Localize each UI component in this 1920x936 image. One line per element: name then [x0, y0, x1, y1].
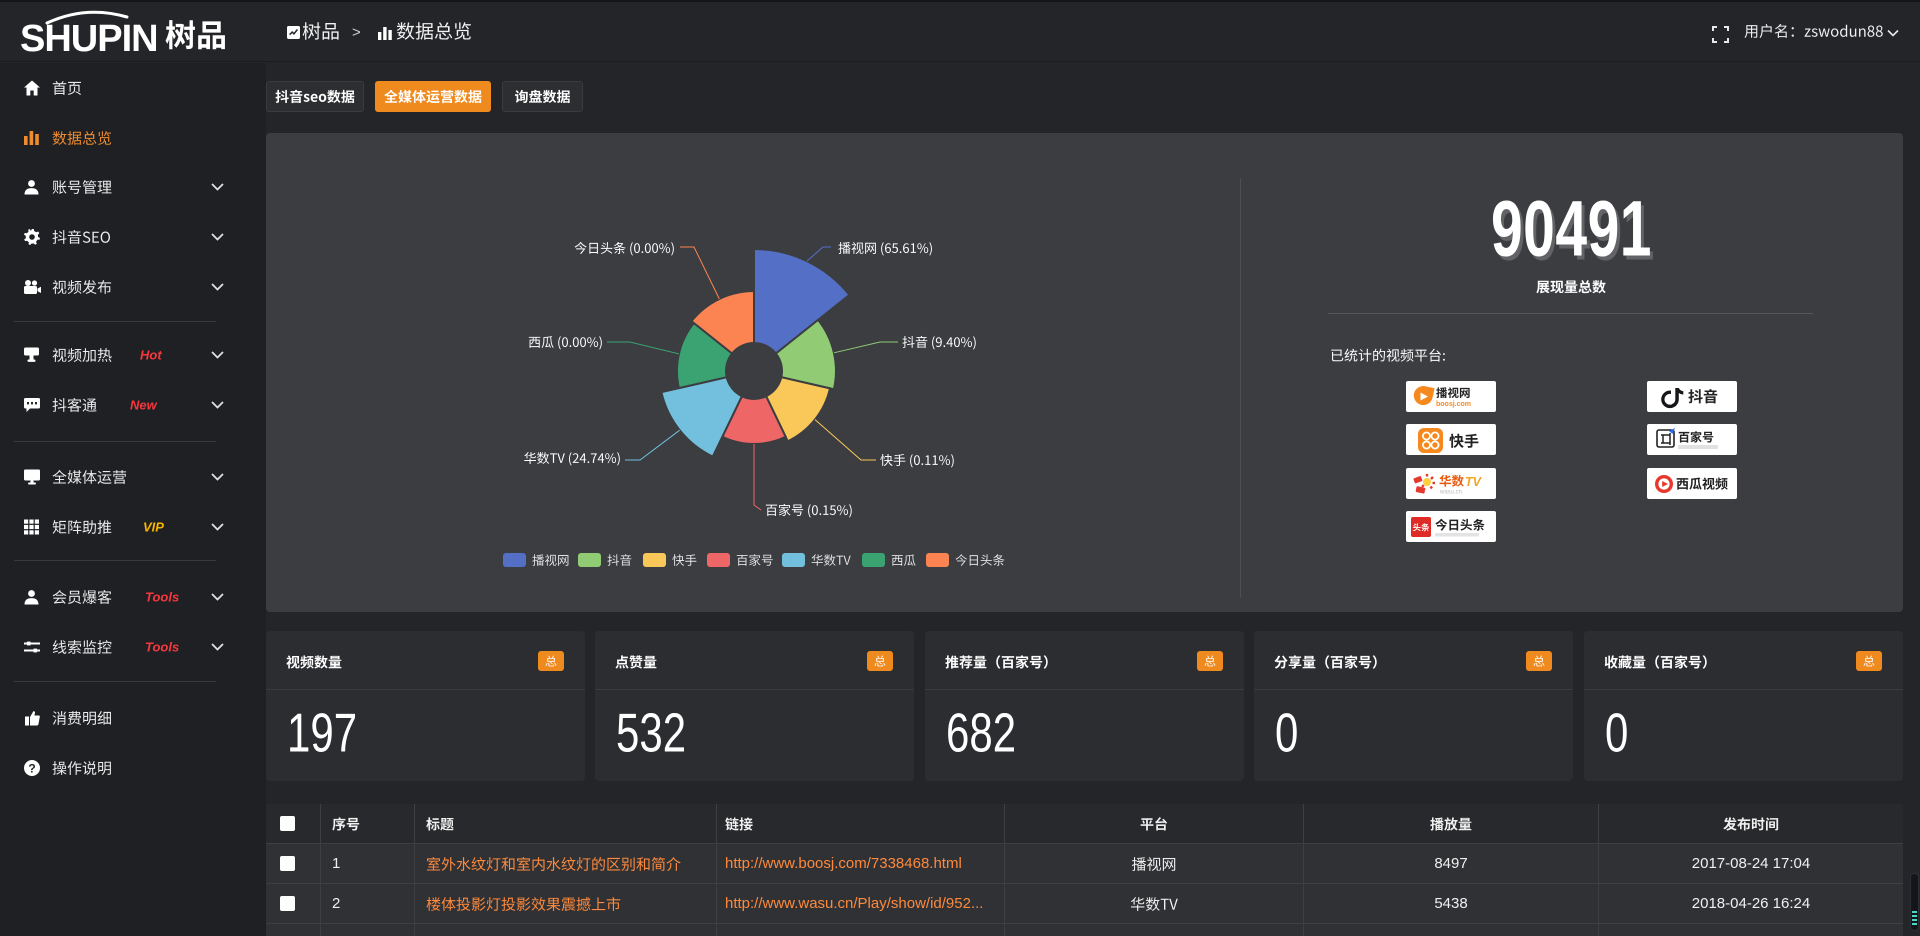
svg-text:?: ?	[28, 761, 35, 775]
svg-text:SHUPIN: SHUPIN	[20, 18, 158, 60]
svg-text:TV: TV	[1465, 475, 1483, 489]
svg-text:boosj.com: boosj.com	[1436, 401, 1471, 408]
svg-text:wasu.cn: wasu.cn	[1439, 489, 1462, 495]
